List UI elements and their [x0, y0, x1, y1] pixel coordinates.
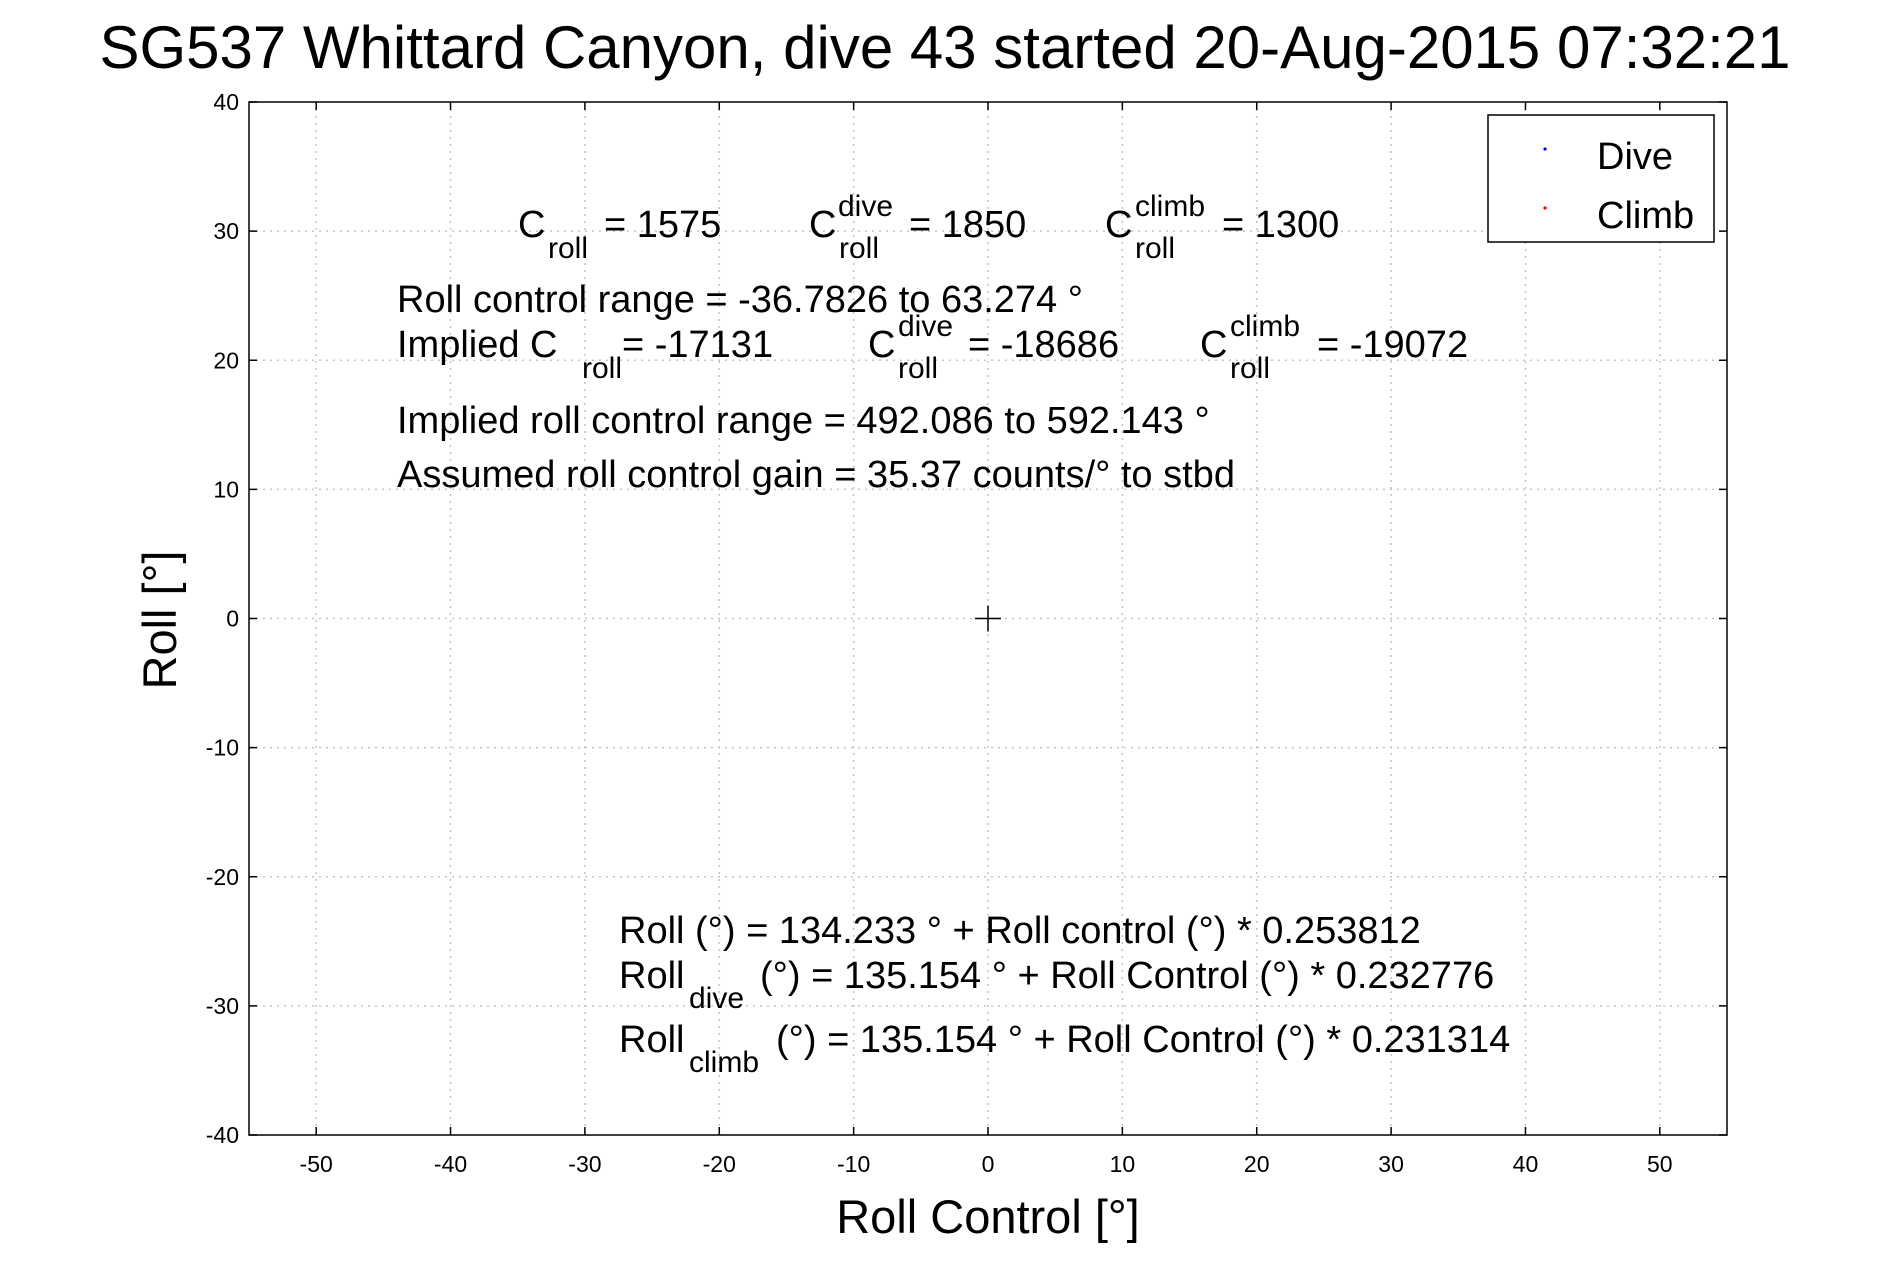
svg-text:roll: roll — [1230, 352, 1270, 385]
x-tick-label: -10 — [837, 1151, 870, 1177]
x-tick-label: 10 — [1110, 1151, 1136, 1177]
legend-climb-marker — [1543, 206, 1547, 210]
x-tick-label: -50 — [300, 1151, 333, 1177]
svg-text:dive: dive — [898, 310, 953, 343]
svg-text:climb: climb — [1230, 310, 1300, 343]
annotation-fit-climb: Roll climb (°) = 135.154 ° + Roll Contro… — [619, 1019, 1510, 1079]
x-axis-label: Roll Control [°] — [836, 1190, 1140, 1243]
x-tick-label: -20 — [703, 1151, 736, 1177]
svg-text:(°) = 135.154 ° + Roll Control: (°) = 135.154 ° + Roll Control (°) * 0.2… — [776, 1019, 1510, 1061]
svg-text:dive: dive — [689, 982, 744, 1015]
y-tick-label: 30 — [213, 218, 239, 244]
y-tick-label: 0 — [226, 606, 239, 632]
svg-text:= -18686: = -18686 — [968, 324, 1119, 366]
svg-text:= 1575: = 1575 — [604, 204, 721, 246]
svg-text:climb: climb — [1135, 190, 1205, 223]
annotation-implied-c-roll: Implied C roll = -17131 — [397, 324, 773, 385]
svg-text:climb: climb — [689, 1046, 759, 1079]
y-tick-label: -40 — [206, 1122, 239, 1148]
svg-text:C: C — [1200, 324, 1227, 366]
svg-text:= -17131: = -17131 — [622, 324, 773, 366]
svg-text:C: C — [518, 204, 545, 246]
x-tick-label: 0 — [982, 1151, 995, 1177]
annotation-assumed-gain: Assumed roll control gain = 35.37 counts… — [397, 454, 1235, 496]
svg-text:dive: dive — [838, 190, 893, 223]
svg-text:= 1300: = 1300 — [1222, 204, 1339, 246]
svg-text:roll: roll — [1135, 232, 1175, 265]
y-tick-label: -30 — [206, 993, 239, 1019]
plot-area-frame — [248, 101, 1728, 1136]
annotation-c-roll-dive: C dive roll = 1850 — [809, 190, 1026, 265]
chart-title: SG537 Whittard Canyon, dive 43 started 2… — [99, 14, 1790, 81]
x-tick-label: 40 — [1513, 1151, 1539, 1177]
svg-text:Roll: Roll — [619, 955, 684, 997]
x-tick-label: 50 — [1647, 1151, 1673, 1177]
legend-dive-marker — [1543, 147, 1547, 151]
annotation-c-roll: C roll = 1575 — [518, 204, 721, 265]
y-tick-label: -20 — [206, 864, 239, 890]
svg-text:C: C — [809, 204, 836, 246]
y-axis-label: Roll [°] — [133, 551, 186, 690]
x-tick-label: 30 — [1378, 1151, 1404, 1177]
svg-text:roll: roll — [548, 232, 588, 265]
annotation-fit-dive: Roll dive (°) = 135.154 ° + Roll Control… — [619, 955, 1494, 1015]
annotation-implied-c-roll-dive: C dive roll = -18686 — [868, 310, 1119, 385]
legend: Dive Climb — [1487, 114, 1715, 243]
y-tick-label: -10 — [206, 735, 239, 761]
legend-box — [1487, 114, 1715, 243]
svg-text:roll: roll — [582, 352, 622, 385]
x-tick-label: -40 — [434, 1151, 467, 1177]
svg-text:(°) = 135.154 ° + Roll Control: (°) = 135.154 ° + Roll Control (°) * 0.2… — [760, 955, 1494, 997]
legend-climb-label: Climb — [1597, 195, 1694, 237]
svg-text:C: C — [868, 324, 895, 366]
y-tick-label: 40 — [213, 89, 239, 115]
svg-text:Roll: Roll — [619, 1019, 684, 1061]
annotation-fit-all: Roll (°) = 134.233 ° + Roll control (°) … — [619, 910, 1421, 952]
svg-text:= -19072: = -19072 — [1317, 324, 1468, 366]
annotation-roll-control-range: Roll control range = -36.7826 to 63.274 … — [397, 279, 1083, 321]
svg-text:roll: roll — [839, 232, 879, 265]
y-tick-label: 20 — [213, 347, 239, 373]
x-tick-label: -30 — [568, 1151, 601, 1177]
axis-ticks: -50 -40 -30 -20 -10 0 10 20 30 40 50 -40 -30 -20 -10 0 1… — [206, 89, 1727, 1177]
svg-text:roll: roll — [898, 352, 938, 385]
annotation-implied-range: Implied roll control range = 492.086 to … — [397, 400, 1210, 442]
grid-lines — [249, 102, 1727, 1135]
svg-text:= 1850: = 1850 — [909, 204, 1026, 246]
y-tick-label: 10 — [213, 476, 239, 502]
svg-text:Implied C: Implied C — [397, 324, 558, 366]
x-tick-label: 20 — [1244, 1151, 1270, 1177]
legend-dive-label: Dive — [1597, 136, 1673, 178]
center-marker — [975, 605, 1001, 632]
annotation-c-roll-climb: C climb roll = 1300 — [1105, 190, 1339, 265]
svg-text:C: C — [1105, 204, 1132, 246]
annotation-implied-c-roll-climb: C climb roll = -19072 — [1200, 310, 1468, 385]
